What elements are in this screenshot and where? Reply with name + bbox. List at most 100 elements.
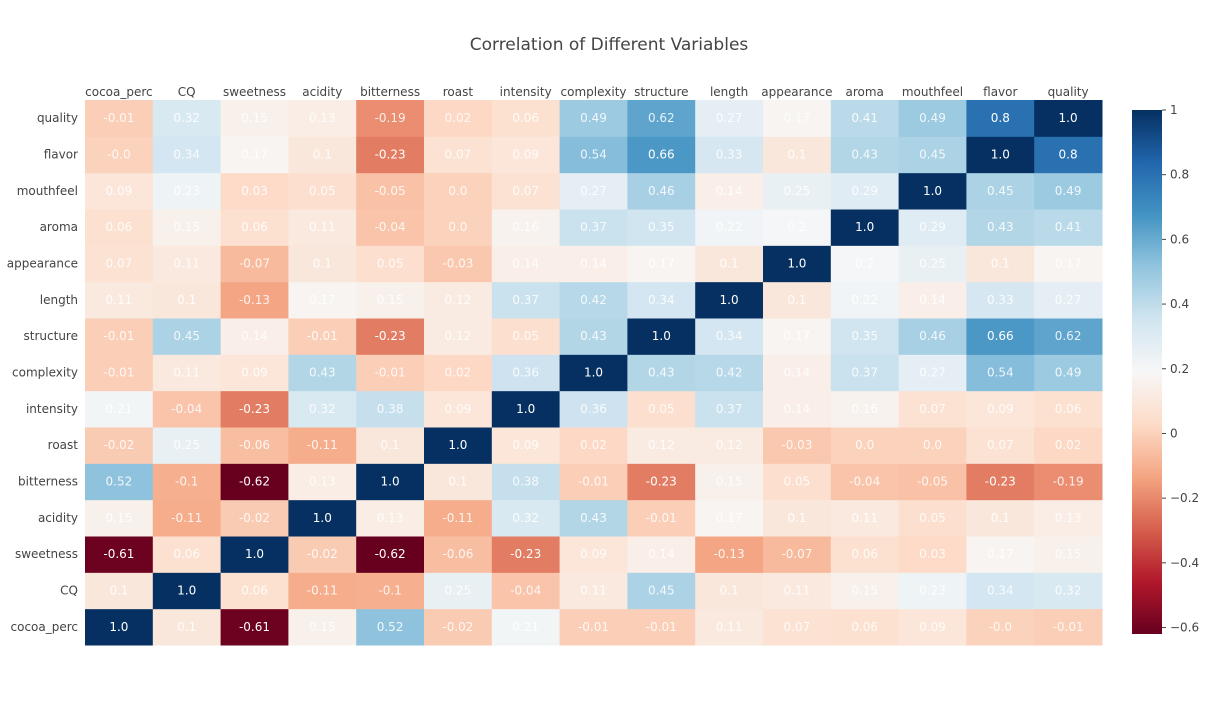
cell-value-label: 0.14 [512,257,539,271]
heatmap-cell [152,499,222,537]
x-tick-label: sweetness [223,85,286,99]
cell-value-label: -0.61 [103,547,134,561]
heatmap-cell [424,427,493,464]
heatmap-cell [1034,318,1103,355]
cell-value-label: 0.49 [1055,184,1082,198]
y-tick-label: appearance [7,257,78,271]
heatmap-cell [220,281,289,319]
cell-value-label: 0.45 [173,329,200,343]
heatmap-cell [1034,608,1103,646]
heatmap-cell [491,463,561,501]
cell-value-label: 0.14 [580,257,607,271]
heatmap-cell [1034,245,1103,283]
cell-value-label: 0.49 [580,111,607,125]
heatmap-cell [627,390,696,428]
heatmap-cell [763,172,832,210]
cell-value-label: 0.11 [716,620,743,634]
cell-value-label: 0.33 [987,293,1014,307]
heatmap-cell [356,608,425,646]
cell-value-label: -0.19 [375,111,406,125]
heatmap-cell [966,245,1035,283]
heatmap-cell [830,172,900,210]
heatmap-cell [424,172,493,210]
cell-value-label: 1.0 [1059,111,1078,125]
heatmap-cell [424,281,493,319]
heatmap-cell [898,136,967,174]
cell-value-label: 0.43 [648,366,675,380]
cell-value-label: 0.54 [580,148,607,162]
cell-value-label: 0.49 [1055,366,1082,380]
chart-title: Correlation of Different Variables [470,35,749,55]
cell-value-label: 0.06 [241,220,268,234]
cell-value-label: 0.15 [377,293,404,307]
heatmap-cell [627,281,696,319]
heatmap-cell [559,572,628,610]
y-tick-label: length [40,293,78,307]
y-tick-label: mouthfeel [17,184,78,198]
heatmap-cell [763,318,832,355]
heatmap-cell [695,499,764,537]
cell-value-label: 0.11 [173,257,200,271]
cell-value-label: 0.1 [177,293,196,307]
heatmap-cell [559,427,628,464]
heatmap-cell [220,100,289,137]
cell-value-label: 0.07 [445,148,472,162]
heatmap-cell [356,136,425,174]
cell-value-label: 0.49 [919,111,946,125]
cell-value-label: -0.02 [239,511,270,525]
cell-value-label: -0.61 [239,620,270,634]
heatmap-cell [898,427,967,464]
cell-value-label: -0.23 [375,148,406,162]
cell-value-label: -0.1 [175,475,198,489]
cell-value-label: 0.34 [648,293,675,307]
heatmap-cell [491,100,561,137]
heatmap-cell [695,318,764,355]
cell-value-label: 0.12 [445,329,472,343]
heatmap-cell [898,354,967,392]
cell-value-label: -0.04 [510,584,541,598]
heatmap-cell [85,136,154,174]
cell-value-label: 0.41 [1055,220,1082,234]
cell-value-label: 0.1 [787,293,806,307]
cell-value-label: 0.27 [1055,293,1082,307]
heatmap-cell [1034,390,1103,428]
heatmap-cell [966,536,1035,573]
heatmap-cell [1034,172,1103,210]
x-tick-label: bitterness [360,85,420,99]
cell-value-label: 0.03 [919,547,946,561]
y-tick-label: flavor [44,148,78,162]
heatmap-cell [288,318,357,355]
heatmap-cell [627,172,696,210]
heatmap-cell [356,354,425,392]
x-tick-label: aroma [845,85,883,99]
heatmap-cell [830,281,900,319]
heatmap-cell [1034,499,1103,537]
heatmap-cell [695,100,764,137]
heatmap-cell [491,608,561,646]
heatmap-cell [152,209,222,246]
cell-value-label: 0.37 [512,293,539,307]
cell-value-label: 0.1 [991,257,1010,271]
cell-value-label: 0.17 [784,329,811,343]
heatmap-cell [424,245,493,283]
cell-value-label: 0.07 [106,257,133,271]
cell-value-label: -0.62 [375,547,406,561]
heatmap-cell [424,572,493,610]
heatmap-cell [559,136,628,174]
cell-value-label: 1.0 [109,620,128,634]
cell-value-label: 0.0 [448,184,467,198]
heatmap-cell [491,499,561,537]
cell-value-label: 0.06 [173,547,200,561]
cell-value-label: 1.0 [584,366,603,380]
heatmap-cell [627,427,696,464]
colorbar-tick-label: 0.8 [1170,168,1189,182]
cell-value-label: -0.01 [103,366,134,380]
cell-value-label: 0.8 [1059,148,1078,162]
heatmap-cell [356,463,425,501]
cell-value-label: 0.15 [173,220,200,234]
cell-value-label: 0.25 [919,257,946,271]
heatmap-cell [763,390,832,428]
colorbar-tick-label: 0 [1170,426,1178,440]
heatmap-cell [966,608,1035,646]
heatmap-cell [491,281,561,319]
